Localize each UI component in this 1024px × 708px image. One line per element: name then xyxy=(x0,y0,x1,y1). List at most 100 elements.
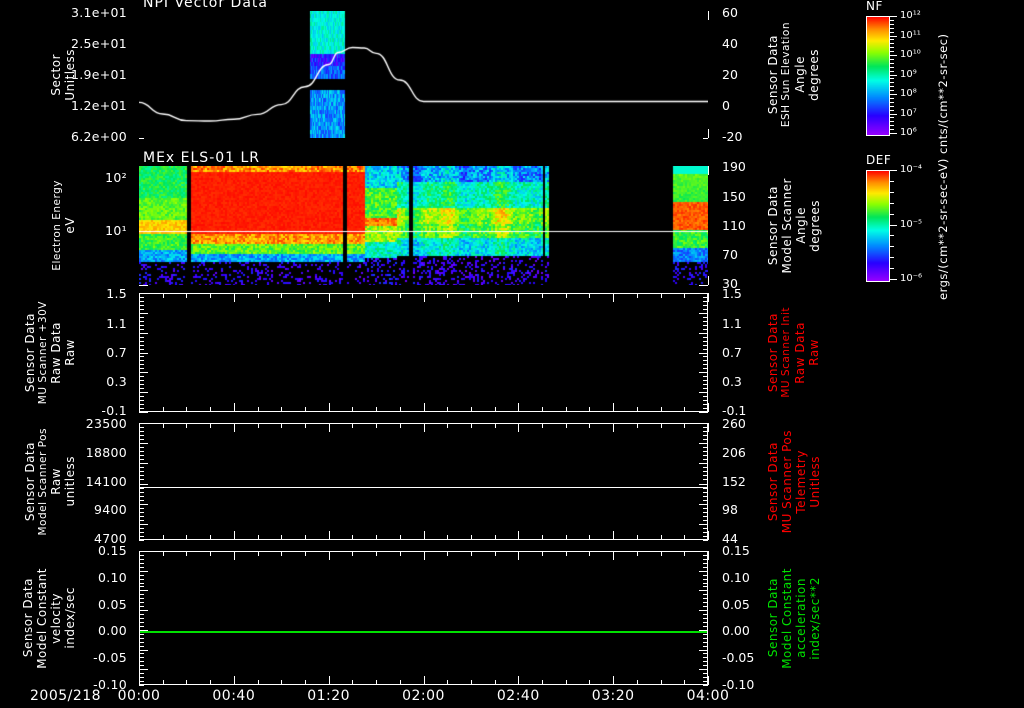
time-axis-labels: 2005/218 00:00 00:40 01:20 02:00 02:40 03:20 04… xyxy=(0,688,1024,708)
panel-model-constant-velocity-ytick-right-3: 0.00 xyxy=(722,623,750,639)
panel-model-constant-velocity-tickmarks-left xyxy=(139,551,148,686)
panel-npi-ytick-right-4: -20 xyxy=(722,128,743,144)
panel-model-scanner-pos-ytick-left-4: 4700 xyxy=(93,531,127,547)
panel-model-constant-velocity-left-label-line-0: Sensor Data xyxy=(21,578,35,658)
panel-mu-scanner-30v-ytick-left-2: 0.7 xyxy=(106,344,127,360)
panel-model-constant-velocity-left-axis-label: Sensor Data Model Constant velocity index/s… xyxy=(0,551,77,685)
panel-model-constant-velocity-ytick-right-2: 0.05 xyxy=(722,596,750,612)
panel-mu-scanner-30v-left-axis-label: Sensor Data MU Scanner +30V Raw Data Raw xyxy=(0,293,78,412)
panel-model-scanner-pos-ytick-right-4: 44 xyxy=(722,531,738,547)
panel-mu-scanner-30v-ytick-right-3: 0.3 xyxy=(722,373,742,389)
panel-model-constant-velocity-ytick-right-0: 0.15 xyxy=(722,543,750,558)
panel-model-scanner-pos-right-label-line-1: MU Scanner Pos xyxy=(780,429,794,534)
panel-mu-scanner-30v-ytick-left-4: -0.1 xyxy=(101,403,127,419)
panel-model-constant-velocity-ytick-right-1: 0.10 xyxy=(722,569,750,585)
panel-model-scanner-pos-plot-area xyxy=(139,423,708,540)
panel-npi-left-label-line-0: Sector xyxy=(49,53,63,96)
panel-els-ytick-right-2: 110 xyxy=(722,217,746,233)
panel-mu-scanner-30v-right-axis-label: Sensor Data MU Scanner Init Raw Data Raw xyxy=(766,293,896,412)
panel-mu-scanner-30v-left-label-line-3: Raw xyxy=(63,339,77,366)
panel-npi-title: NPI Vector Data xyxy=(143,0,268,11)
panel-model-scanner-pos-trace xyxy=(140,487,707,488)
time-axis-tick-1: 00:40 xyxy=(212,688,256,704)
colorbar-nf-units: cnts/(cm**2-sr-sec) xyxy=(936,33,950,154)
panel-model-constant-velocity-ytick-left-1: 0.10 xyxy=(97,569,127,585)
panel-npi-ytick-left-1: 2.5e+01 xyxy=(70,35,127,51)
panel-mu-scanner-30v-right-label-line-0: Sensor Data xyxy=(766,312,780,393)
colorbar-def-tick-1: 10⁻⁵ xyxy=(900,218,923,230)
panel-els-right-label-line-3: degrees xyxy=(808,199,822,252)
panel-npi-canvas xyxy=(139,11,708,138)
panel-model-scanner-pos-ytick-left-3: 9400 xyxy=(93,502,127,518)
colorbar-def-ticks xyxy=(890,170,897,280)
panel-els-ytick-left-0: 10² xyxy=(105,169,127,185)
panel-model-constant-velocity-left-label-line-1: Model Constant xyxy=(35,567,49,669)
panel-npi-right-label-line-3: degrees xyxy=(806,48,821,101)
panel-mu-scanner-30v-ytick-left-0: 1.5 xyxy=(106,286,127,302)
panel-els-left-axis-label: Electron Energy eV xyxy=(0,166,78,285)
panel-model-constant-velocity-ytick-right-4: -0.05 xyxy=(722,650,755,666)
panel-mu-scanner-30v-ytick-right-1: 1.1 xyxy=(722,315,742,331)
panel-mu-scanner-30v-ytick-right-0: 1.5 xyxy=(722,286,742,302)
colorbar-def-tick-2: 10⁻⁶ xyxy=(900,273,923,284)
panel-model-constant-velocity-right-axis-label: Sensor Data Model Constant acceleration ind… xyxy=(766,551,896,685)
panel-mu-scanner-30v-plot-area xyxy=(139,293,708,412)
colorbar-nf-label: NF xyxy=(866,0,883,13)
time-axis-tick-6: 04:00 xyxy=(686,688,730,704)
colorbar-def-gradient xyxy=(866,170,890,282)
panel-mu-scanner-30v-right-label-line-2: Raw Data xyxy=(792,321,807,384)
colorbar-def-units: ergs/(cm**2-sr-sec-eV) xyxy=(936,158,950,300)
panel-els-title: MEx ELS-01 LR xyxy=(143,150,261,166)
panel-model-scanner-pos-ytick-right-2: 152 xyxy=(722,473,746,489)
panel-els-right-label-line-2: Angle xyxy=(794,207,808,244)
panel-mu-scanner-30v-ytick-right-4: -0.1 xyxy=(722,403,747,419)
panel-mu-scanner-30v-ytick-left-3: 0.3 xyxy=(106,373,127,389)
time-axis-tick-2: 01:20 xyxy=(307,688,351,704)
panel-model-constant-velocity-tickmarks-right xyxy=(699,551,708,686)
time-axis-tick-5: 03:20 xyxy=(591,688,635,704)
time-axis-tick-0: 00:00 xyxy=(117,688,161,704)
panel-mu-scanner-30v-left-label-line-0: Sensor Data xyxy=(22,312,37,393)
panel-model-scanner-pos-right-label-line-2: Telemetry xyxy=(794,449,808,514)
colorbar-nf-tick-0: 10¹² xyxy=(900,10,921,21)
panel-mu-scanner-30v-right-label-line-3: Raw xyxy=(806,339,821,366)
panel-els-ytick-right-1: 150 xyxy=(722,188,746,204)
panel-model-scanner-pos-ytick-left-1: 18800 xyxy=(85,445,127,461)
panel-mu-scanner-30v-left-label-line-2: Raw Data xyxy=(49,321,63,384)
colorbar-nf-tick-4: 10⁸ xyxy=(900,88,917,99)
panel-npi-left-axis-label: Sector Unitless xyxy=(0,11,77,138)
panel-els-ytick-right-3: 70 xyxy=(722,246,738,262)
panel-els-ytick-right-0: 190 xyxy=(722,159,746,175)
panel-model-constant-velocity-plot-area xyxy=(139,551,708,685)
panel-npi-ytick-right-0: 60 xyxy=(722,4,738,20)
panel-model-scanner-pos-left-label-line-3: unitless xyxy=(63,456,77,507)
panel-model-constant-velocity-ytick-left-4: -0.05 xyxy=(93,650,127,666)
panel-model-scanner-pos-ytick-left-2: 14100 xyxy=(85,473,127,489)
panel-model-constant-velocity-ytick-left-3: 0.00 xyxy=(97,623,127,639)
time-axis-tick-3: 02:00 xyxy=(402,688,445,704)
panel-els-right-label-line-1: Model Scanner xyxy=(780,177,794,274)
colorbar-nf-tick-3: 10⁹ xyxy=(900,68,917,80)
panel-npi-ytick-left-0: 3.1e+01 xyxy=(70,4,127,20)
panel-els-left-label-line-0: Electron Energy xyxy=(50,180,63,271)
panel-model-scanner-pos-left-label-line-1: Model Scanner Pos xyxy=(36,427,49,536)
colorbar-def-tick-0: 10⁻⁴ xyxy=(900,164,923,175)
panel-model-scanner-pos-ytick-right-1: 206 xyxy=(722,445,746,461)
panel-model-scanner-pos-left-label-line-0: Sensor Data xyxy=(22,441,37,522)
panel-mu-scanner-30v-ytick-left-1: 1.1 xyxy=(106,315,127,331)
panel-npi-ytick-right-3: 0 xyxy=(722,97,730,113)
panel-model-constant-velocity-trace xyxy=(140,631,707,633)
panel-model-constant-velocity-ytick-right-5: -0.10 xyxy=(722,677,755,692)
panel-npi-ytick-right-2: 20 xyxy=(722,66,738,82)
panel-model-constant-velocity-right-label-line-3: index/sec**2 xyxy=(808,576,822,660)
colorbar-nf-tick-5: 10⁷ xyxy=(900,107,917,119)
panel-model-constant-velocity-right-label-line-2: acceleration xyxy=(794,578,808,658)
panel-model-constant-velocity-ytick-left-0: 0.15 xyxy=(97,543,127,558)
panel-model-scanner-pos-right-label-line-0: Sensor Data xyxy=(766,441,780,522)
panel-model-constant-velocity-ytick-left-5: -0.10 xyxy=(93,677,127,692)
panel-npi-ytick-left-2: 1.9e+01 xyxy=(70,66,127,82)
panel-mu-scanner-30v-right-label-line-1: MU Scanner Init xyxy=(780,307,792,398)
panel-model-constant-velocity-left-label-line-3: index/sec xyxy=(63,587,77,649)
panel-els-spectrogram-canvas xyxy=(139,166,708,285)
